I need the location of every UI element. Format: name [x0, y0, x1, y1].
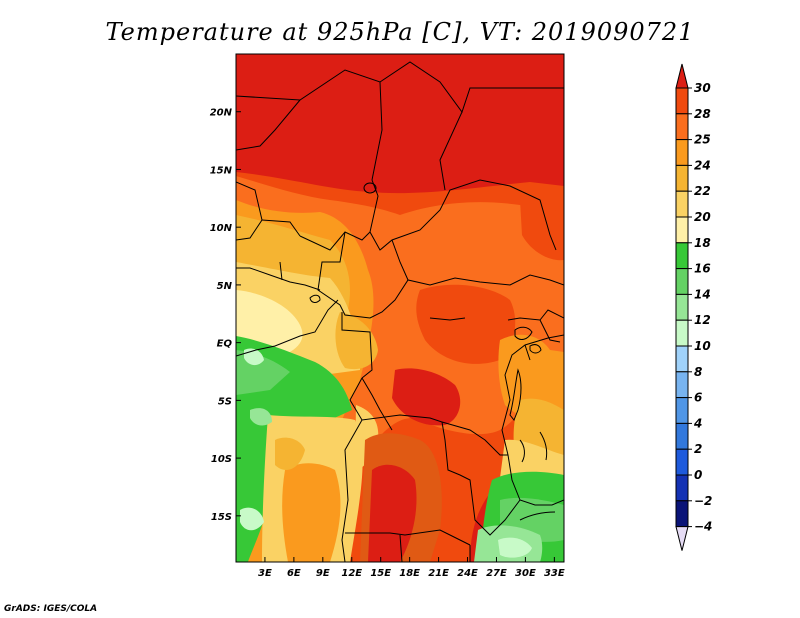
colorbar-swatch — [675, 268, 689, 295]
lat-tick-label: 10N — [210, 223, 233, 234]
colorbar-label: 0 — [694, 468, 702, 482]
lon-tick-label: 21E — [428, 568, 449, 579]
colorbar-swatch — [675, 422, 689, 450]
lakes — [309, 182, 556, 521]
colorbar-label: 14 — [694, 287, 711, 301]
lon-tick-label: 15E — [370, 568, 391, 579]
map-frame — [235, 53, 565, 563]
colorbar-swatch — [675, 345, 689, 373]
colorbar-label: 24 — [694, 158, 711, 172]
colorbar-swatch — [675, 293, 689, 321]
colorbar-swatch — [675, 242, 689, 270]
lat-tick-label: 20N — [210, 108, 233, 119]
colorbar-top-arrow — [675, 63, 689, 89]
colorbar-label: 16 — [694, 262, 711, 276]
lon-tick-label: 18E — [399, 568, 420, 579]
colorbar-swatch — [675, 371, 689, 399]
colorbar-swatch — [675, 500, 689, 528]
colorbar-label: −2 — [694, 494, 712, 508]
lat-tick-label: 15N — [210, 165, 233, 176]
lon-tick-label: 9E — [316, 568, 330, 579]
colorbar-swatch — [675, 164, 689, 192]
colorbar-label: 8 — [694, 365, 702, 379]
colorbar-label: 12 — [694, 313, 711, 327]
lon-tick-label: 12E — [341, 568, 362, 579]
lon-tick-label: 6E — [287, 568, 301, 579]
lat-tick-label: EQ — [217, 339, 233, 350]
map-title: Temperature at 925hPa [C], VT: 201909072… — [105, 18, 695, 46]
colorbar-label: 4 — [693, 416, 702, 430]
colorbar-swatch — [675, 113, 689, 141]
colorbar-swatch — [675, 190, 689, 218]
colorbar-label: 18 — [694, 236, 711, 250]
lon-tick-label: 30E — [515, 568, 536, 579]
lon-tick-label: 27E — [486, 568, 507, 579]
colorbar-label: 10 — [694, 339, 711, 353]
lat-tick-label: 5N — [217, 281, 233, 292]
colorbar-swatch — [675, 397, 689, 424]
colorbar-label: −4 — [694, 520, 712, 534]
colorbar-bottom-arrow — [675, 526, 689, 551]
colorbar-swatch — [675, 474, 689, 502]
lat-tick-label: 15S — [211, 512, 232, 523]
lat-tick-label: 5S — [218, 396, 232, 407]
colorbar-swatch — [675, 319, 689, 347]
lon-tick-label: 24E — [457, 568, 478, 579]
colorbar-swatch — [675, 87, 689, 115]
colorbar-swatch — [675, 139, 689, 166]
colorbar-label: 30 — [694, 81, 711, 95]
colorbar-label: 6 — [694, 391, 702, 405]
temperature-field — [236, 54, 564, 562]
colorbar-swatch — [675, 216, 689, 244]
lat-tick-label: 10S — [211, 454, 232, 465]
lon-tick-label: 3E — [258, 568, 272, 579]
grads-credit: GrADS: IGES/COLA — [4, 604, 98, 614]
colorbar-label: 22 — [694, 184, 711, 198]
colorbar-label: 20 — [694, 210, 711, 224]
country-boundaries — [236, 61, 564, 562]
colorbar-swatch — [675, 448, 689, 476]
lon-tick-label: 33E — [544, 568, 565, 579]
colorbar-label: 2 — [694, 442, 702, 456]
axis-ticks: 3E 6E 9E 12E 15E 18E 21E 24E 27E 30E 33E 20N 15N 10N 5… — [210, 108, 565, 579]
colorbar-label: 25 — [694, 133, 711, 147]
colorbar-label: 28 — [694, 107, 711, 121]
